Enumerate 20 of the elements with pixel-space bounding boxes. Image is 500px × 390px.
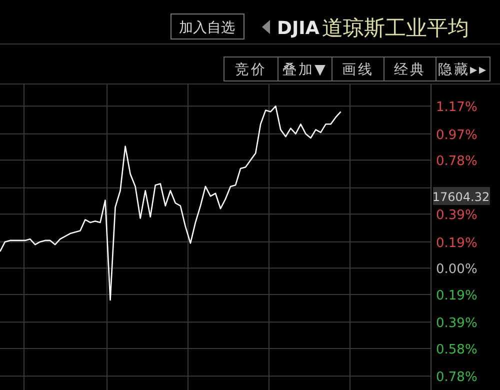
button: 画线 [332,56,384,82]
button: 隐藏▸▸ [436,56,490,82]
chart-title: 道琼斯工业平均 [322,16,469,40]
y-tick-label: 0.58% [436,342,478,358]
y-tick-label: 0.19% [436,288,478,304]
button: 加入自选 [170,14,244,40]
y-tick-label: 1.17% [436,100,478,116]
y-tick-label: 0.39% [436,208,478,224]
button: 竞价 [224,56,278,82]
y-tick-label: 0.19% [436,236,478,251]
y-tick-label: 0.78% [436,154,478,170]
chart-subtitle: DJIA [277,18,320,39]
y-tick-label: 0.97% [436,128,478,143]
button: 经典 [384,56,436,82]
y-tick-label: 0.00% [436,262,478,278]
button: 叠加▼ [278,56,332,82]
y-tick-label: 0.39% [436,316,478,332]
text: 17604.32 [432,190,490,204]
y-tick-label: 0.78% [436,370,478,386]
line-series [0,106,342,301]
